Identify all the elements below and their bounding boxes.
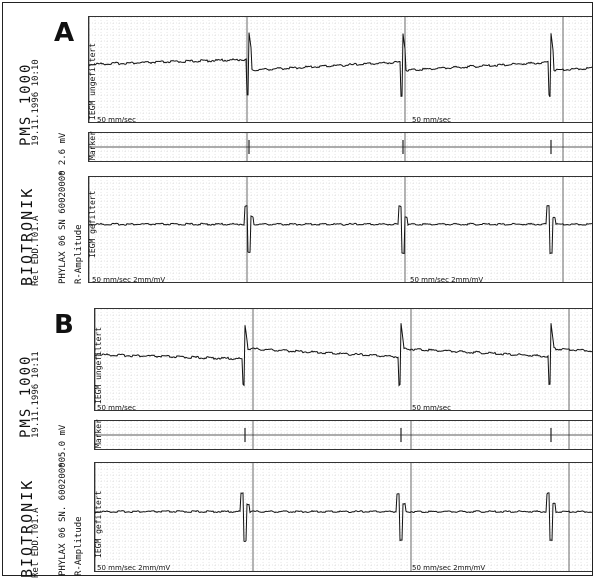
panel-b: B BIOTRONIK Rel EDD.T01.A PMS 1000 19.11… xyxy=(0,296,597,580)
speed-label: 50 mm/sec xyxy=(97,404,136,412)
model-label: PHYLAX 06 xyxy=(58,235,68,284)
iegm-trace xyxy=(89,32,592,98)
channel-label-top: IEGM ungefiltert xyxy=(94,326,103,404)
panel-letter: B xyxy=(54,310,74,340)
strip-unfiltered xyxy=(94,308,592,411)
panel-a: A BIOTRONIK Rel EDD.T01.A PMS 1000 19.11… xyxy=(18,16,592,286)
channel-label-marker: Marker xyxy=(94,419,103,448)
scale-label: * 2.6 mV xyxy=(58,132,68,176)
speed-label: 50 mm/sec 2mm/mV xyxy=(92,276,166,284)
speed-label: 50 mm/sec 2mm/mV xyxy=(97,564,171,572)
figure-frame xyxy=(2,2,593,576)
date-time: 19.11.1996 10:10 xyxy=(31,59,41,146)
release-label: Rel EDD.T01.A xyxy=(31,215,41,286)
paper-grid xyxy=(95,463,592,571)
channel-label-bottom: IEGM gefiltert xyxy=(94,490,103,558)
strip-unfiltered xyxy=(88,16,592,123)
panel-letter: A xyxy=(54,18,75,48)
strip-marker xyxy=(88,132,592,162)
strip-filtered xyxy=(88,176,592,283)
channel-label-marker: Marker xyxy=(88,131,97,160)
paper-grid xyxy=(95,309,592,410)
strip-filtered xyxy=(94,462,592,572)
iegm-trace xyxy=(89,205,592,255)
speed-label: 50 mm/sec xyxy=(97,116,136,124)
iegm-trace xyxy=(95,492,592,543)
strip-marker xyxy=(94,420,592,450)
channel-label-bottom: IEGM gefiltert xyxy=(88,190,97,258)
paper-grid xyxy=(89,177,592,282)
paper-grid xyxy=(89,17,592,122)
channel-label-top: IEGM ungefiltert xyxy=(88,42,97,120)
serial-number: SN 60020000 xyxy=(58,170,68,230)
amplitude-label: R-Amplitude xyxy=(74,516,84,576)
release-label: Rel EDD.T01.A xyxy=(31,507,41,578)
date-time: 19.11.1996 10:11 xyxy=(31,351,41,438)
speed-label: 50 mm/sec xyxy=(412,404,451,412)
speed-label: 50 mm/sec xyxy=(412,116,451,124)
speed-label: 50 mm/sec 2mm/mV xyxy=(410,276,484,284)
scale-label: * 5.0 mV xyxy=(58,424,68,468)
amplitude-label: R-Amplitude xyxy=(74,224,84,284)
iegm-trace xyxy=(95,323,592,387)
speed-label: 50 mm/sec 2mm/mV xyxy=(412,564,486,572)
model-label: PHYLAX 06 xyxy=(58,527,68,576)
